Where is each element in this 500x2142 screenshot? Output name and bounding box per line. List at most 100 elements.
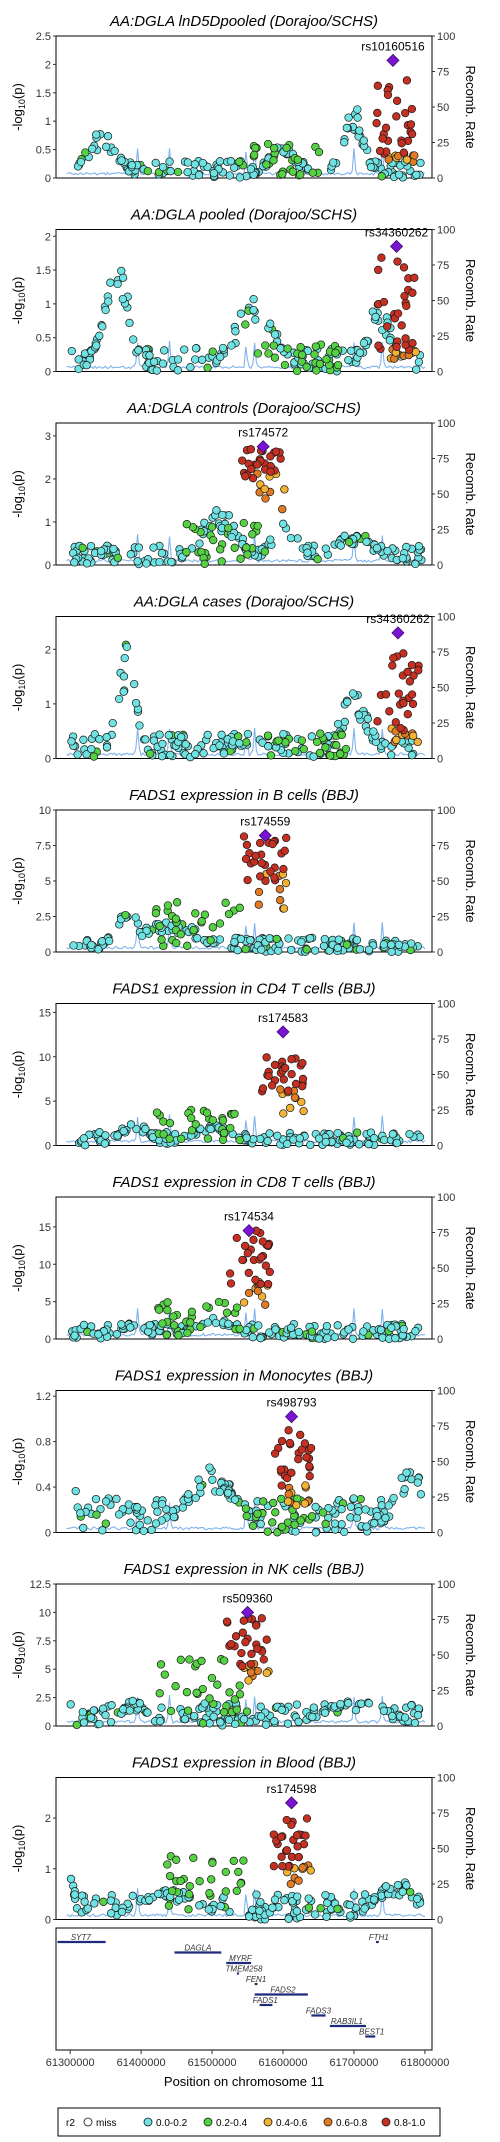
lead-snp-label: rs174572 (238, 426, 288, 440)
snp-point (276, 1085, 285, 1094)
snp-point (412, 170, 421, 179)
snp-point (408, 339, 417, 348)
snp-point (262, 160, 271, 169)
plot-frame (55, 1003, 433, 1146)
y-tick-label: 12.5 (30, 1579, 51, 1591)
snp-point (205, 1889, 214, 1898)
snp-point (290, 1093, 300, 1102)
snp-point (142, 926, 151, 935)
snp-point (145, 749, 155, 758)
snp-point (354, 1507, 363, 1516)
snp-point (302, 945, 311, 954)
snp-point (244, 1268, 253, 1278)
snp-point (151, 158, 160, 168)
snp-point (208, 923, 217, 932)
y2-tick-label: 75 (437, 841, 449, 853)
snp-point (130, 679, 139, 689)
snp-point (399, 263, 409, 272)
snp-point (333, 360, 343, 370)
lead-snp-label: rs34360262 (366, 612, 430, 626)
snp-point (182, 520, 191, 529)
snp-point (109, 544, 118, 554)
y-tick-label: 3 (45, 431, 51, 443)
y-axis-label: -log10(p) (10, 83, 27, 131)
snp-point (414, 666, 423, 675)
snp-point (221, 1867, 230, 1877)
snp-point (331, 348, 340, 357)
snp-point (176, 930, 185, 939)
snp-point (353, 113, 362, 122)
snp-point (139, 1526, 148, 1536)
snp-point (135, 721, 144, 730)
snp-point (294, 1876, 303, 1885)
snp-point (293, 155, 302, 164)
snp-point (276, 1832, 286, 1842)
snp-point (186, 1318, 195, 1327)
snp-point (218, 1116, 228, 1125)
snp-point (355, 126, 364, 135)
snp-point (300, 1439, 310, 1448)
y2-tick-label: 50 (437, 1070, 449, 1082)
gene-label: MYRF (229, 1954, 253, 1963)
snp-point (203, 1318, 213, 1327)
snp-point (315, 359, 325, 369)
snp-point (281, 878, 291, 888)
snp-point (102, 743, 112, 752)
legend-swatch (203, 2117, 213, 2127)
snp-point (121, 910, 130, 920)
snp-point (170, 1321, 179, 1330)
snp-point (101, 1131, 110, 1140)
snp-point (215, 157, 225, 166)
snp-point (128, 1891, 137, 1900)
y-tick-label: 2 (45, 474, 51, 486)
y2-tick-label: 50 (437, 876, 449, 888)
panel-title: AA:DGLA pooled (Dorajoo/SCHS) (130, 207, 357, 224)
snp-point (246, 445, 256, 454)
snp-point (337, 1520, 346, 1529)
snp-point (377, 1891, 386, 1900)
snp-point (224, 523, 233, 533)
snp-point (204, 1905, 213, 1914)
snp-point (336, 1699, 345, 1709)
snp-point (371, 312, 380, 322)
snp-point (160, 346, 169, 355)
snp-point (291, 746, 300, 756)
snp-point (78, 543, 87, 552)
snp-point (246, 164, 255, 174)
snp-point (207, 1673, 217, 1683)
snp-point (271, 1325, 280, 1334)
snp-point (298, 1058, 307, 1068)
y-tick-label: 0 (45, 1528, 51, 1540)
snp-point (184, 1905, 193, 1914)
snp-point (299, 744, 308, 754)
snp-point (374, 341, 383, 350)
y2-tick-label: 25 (437, 1686, 449, 1698)
snp-point (159, 1130, 168, 1139)
snp-point (198, 1684, 207, 1694)
snp-point (176, 1655, 185, 1664)
snp-point (377, 1501, 386, 1510)
snp-point (387, 940, 396, 949)
snp-point (282, 833, 291, 843)
snp-point (218, 510, 227, 520)
snp-point (187, 1126, 197, 1135)
snp-point (120, 653, 129, 663)
snp-point (74, 355, 83, 364)
snp-point (263, 1527, 272, 1536)
snp-point (171, 1682, 180, 1691)
y2-tick-label: 25 (437, 1299, 449, 1311)
snp-point (155, 1689, 164, 1698)
snp-point (183, 941, 192, 950)
snp-point (215, 741, 224, 750)
snp-point (238, 1628, 247, 1637)
snp-point (194, 170, 204, 180)
snp-point (385, 707, 394, 716)
y2-axis-label: Recomb. Rate (463, 646, 478, 729)
snp-point (296, 1430, 305, 1440)
snp-point (202, 1108, 212, 1117)
plot-frame (55, 229, 433, 372)
snp-point (270, 873, 279, 882)
snp-point (348, 1334, 358, 1343)
snp-point (92, 341, 101, 350)
snp-point (330, 1332, 339, 1342)
